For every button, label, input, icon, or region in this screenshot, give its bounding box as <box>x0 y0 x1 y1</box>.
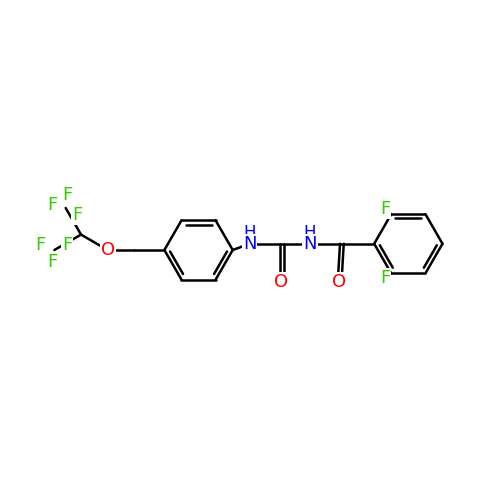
Text: H: H <box>304 224 316 242</box>
Text: O: O <box>100 241 114 259</box>
Text: F: F <box>47 196 58 214</box>
Text: H: H <box>244 224 256 242</box>
Text: F: F <box>72 206 82 224</box>
Text: N: N <box>243 234 256 252</box>
Text: F: F <box>380 270 390 287</box>
Text: O: O <box>274 273 288 291</box>
Text: O: O <box>332 273 346 291</box>
Text: F: F <box>380 200 390 218</box>
Text: N: N <box>303 234 316 252</box>
Text: F: F <box>62 236 72 254</box>
Text: F: F <box>62 186 73 204</box>
Text: F: F <box>36 236 46 254</box>
Text: F: F <box>47 254 58 272</box>
